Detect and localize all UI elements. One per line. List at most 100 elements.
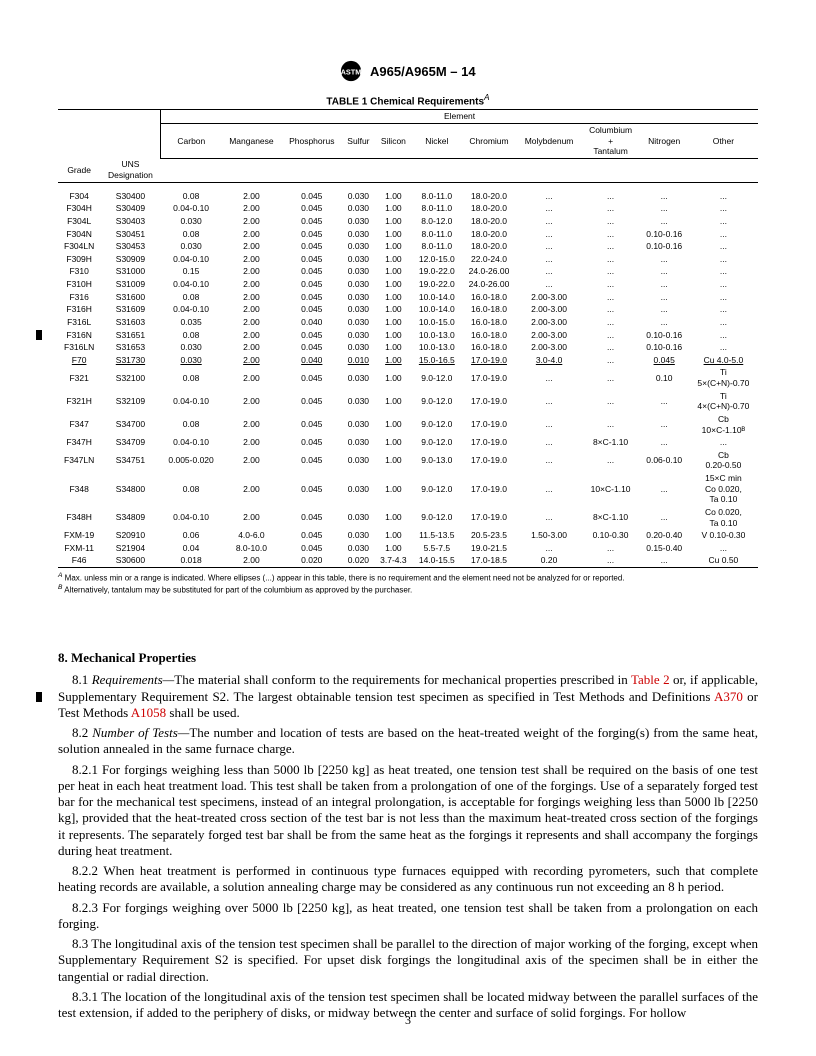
data-cell: 0.040 xyxy=(281,354,342,367)
data-cell: 0.045 xyxy=(281,366,342,389)
data-cell: 0.10 xyxy=(640,366,689,389)
data-cell: 17.0-18.5 xyxy=(461,554,516,567)
data-cell: 0.08 xyxy=(161,291,222,304)
uns-cell: S31609 xyxy=(100,303,160,316)
data-cell: ... xyxy=(689,202,758,215)
data-cell: 1.00 xyxy=(375,291,413,304)
data-cell: 0.030 xyxy=(342,542,374,555)
data-cell: ... xyxy=(582,413,640,436)
data-cell: 9.0-12.0 xyxy=(412,436,461,449)
data-cell: 2.00 xyxy=(222,228,282,241)
data-cell: ... xyxy=(689,228,758,241)
paragraph: 8.2.3 For forgings weighing over 5000 lb… xyxy=(58,900,758,933)
data-cell: 2.00 xyxy=(222,303,282,316)
ref-link[interactable]: Table 2 xyxy=(631,672,670,687)
paragraph: 8.2 Number of Tests—The number and locat… xyxy=(58,725,758,758)
data-cell: 16.0-18.0 xyxy=(461,316,516,329)
data-cell: 1.00 xyxy=(375,303,413,316)
uns-cell: S30451 xyxy=(100,228,160,241)
data-cell: ... xyxy=(689,265,758,278)
data-cell: 0.030 xyxy=(342,316,374,329)
data-cell: ... xyxy=(582,354,640,367)
data-cell: 1.00 xyxy=(375,202,413,215)
data-cell: 10.0-13.0 xyxy=(412,341,461,354)
data-cell: ... xyxy=(517,265,582,278)
data-cell: Cu 4.0-5.0 xyxy=(689,354,758,367)
data-cell: 0.04-0.10 xyxy=(161,202,222,215)
data-cell: V 0.10-0.30 xyxy=(689,529,758,542)
astm-logo: ASTM xyxy=(340,60,362,82)
data-cell: 16.0-18.0 xyxy=(461,303,516,316)
data-cell: ... xyxy=(582,202,640,215)
data-cell: 0.04 xyxy=(161,542,222,555)
data-cell: ... xyxy=(640,265,689,278)
data-cell: ... xyxy=(517,215,582,228)
data-cell: 0.018 xyxy=(161,554,222,567)
column-header: Manganese xyxy=(222,123,282,158)
column-header: Sulfur xyxy=(342,123,374,158)
data-cell: 0.045 xyxy=(281,449,342,472)
data-cell: 2.00 xyxy=(222,506,282,529)
grade-cell: F316L xyxy=(58,316,100,329)
grade-cell: F321 xyxy=(58,366,100,389)
data-cell: ... xyxy=(689,215,758,228)
data-cell: 1.00 xyxy=(375,472,413,506)
grade-cell: F304 xyxy=(58,190,100,203)
data-cell: 1.00 xyxy=(375,278,413,291)
data-cell: 0.045 xyxy=(281,278,342,291)
data-cell: 1.00 xyxy=(375,316,413,329)
data-cell: 17.0-19.0 xyxy=(461,366,516,389)
uns-cell: S31600 xyxy=(100,291,160,304)
data-cell: 0.08 xyxy=(161,228,222,241)
data-cell: 2.00-3.00 xyxy=(517,329,582,342)
chemical-requirements-table: Element CarbonManganesePhosphorusSulfurS… xyxy=(58,109,758,568)
data-cell: 0.15 xyxy=(161,265,222,278)
data-cell: 0.045 xyxy=(281,265,342,278)
data-cell: 16.0-18.0 xyxy=(461,291,516,304)
data-cell: 0.15-0.40 xyxy=(640,542,689,555)
data-cell: 0.04-0.10 xyxy=(161,253,222,266)
data-cell: ... xyxy=(689,542,758,555)
data-cell: ... xyxy=(517,436,582,449)
data-cell: 10×C-1.10 xyxy=(582,472,640,506)
data-cell: 0.04-0.10 xyxy=(161,303,222,316)
data-cell: 0.020 xyxy=(342,554,374,567)
data-cell: 17.0-19.0 xyxy=(461,472,516,506)
data-cell: 0.045 xyxy=(281,253,342,266)
data-cell: 15×C minCo 0.020,Ta 0.10 xyxy=(689,472,758,506)
uns-cell: S20910 xyxy=(100,529,160,542)
data-cell: 0.030 xyxy=(342,341,374,354)
data-cell: ... xyxy=(640,316,689,329)
data-cell: 0.030 xyxy=(342,215,374,228)
grade-cell: F321H xyxy=(58,390,100,413)
data-cell: 0.08 xyxy=(161,472,222,506)
column-header: Other xyxy=(689,123,758,158)
data-cell: 2.00 xyxy=(222,341,282,354)
uns-cell: S30400 xyxy=(100,190,160,203)
data-cell: 0.045 xyxy=(281,413,342,436)
data-cell: ... xyxy=(689,278,758,291)
ref-link[interactable]: A1058 xyxy=(131,705,166,720)
data-cell: Ti5×(C+N)-0.70 xyxy=(689,366,758,389)
data-cell: 0.10-0.16 xyxy=(640,228,689,241)
ref-link[interactable]: A370 xyxy=(714,689,743,704)
data-cell: ... xyxy=(582,449,640,472)
data-cell: 0.020 xyxy=(281,554,342,567)
data-cell: 1.00 xyxy=(375,253,413,266)
data-cell: 1.00 xyxy=(375,506,413,529)
data-cell: ... xyxy=(517,542,582,555)
data-cell: 10.0-14.0 xyxy=(412,303,461,316)
data-cell: 2.00 xyxy=(222,472,282,506)
data-cell: 0.045 xyxy=(281,506,342,529)
grade-cell: F304LN xyxy=(58,240,100,253)
data-cell: ... xyxy=(582,316,640,329)
grade-cell: F46 xyxy=(58,554,100,567)
data-cell: ... xyxy=(640,278,689,291)
uns-cell: S34751 xyxy=(100,449,160,472)
data-cell: 0.030 xyxy=(342,265,374,278)
column-header: Silicon xyxy=(375,123,413,158)
grade-header: Grade xyxy=(58,158,100,182)
data-cell: 2.00 xyxy=(222,366,282,389)
data-cell: 0.030 xyxy=(342,506,374,529)
data-cell: 2.00-3.00 xyxy=(517,291,582,304)
